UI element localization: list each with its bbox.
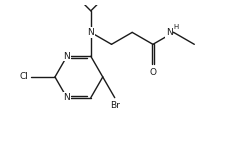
Text: N: N xyxy=(64,52,70,61)
Text: N: N xyxy=(87,28,94,37)
Text: H: H xyxy=(174,24,179,30)
Text: N: N xyxy=(64,93,70,102)
Text: Br: Br xyxy=(110,101,120,109)
Text: Cl: Cl xyxy=(20,72,29,82)
Text: N: N xyxy=(166,28,173,37)
Text: O: O xyxy=(149,67,156,77)
